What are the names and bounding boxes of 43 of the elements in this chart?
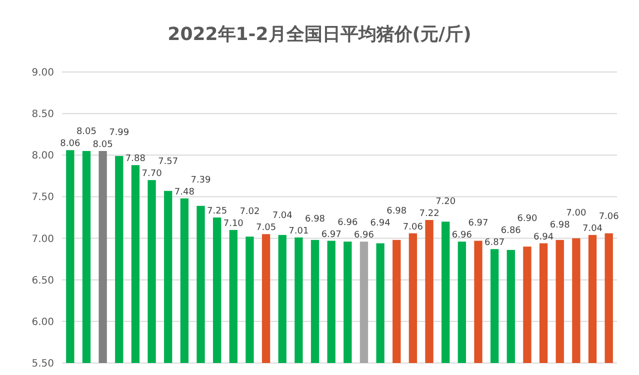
data-label: 6.98: [386, 206, 407, 217]
data-label: 7.22: [419, 208, 440, 219]
data-label: 6.98: [304, 214, 326, 224]
data-label: 6.96: [452, 230, 472, 241]
data-label: 7.10: [223, 218, 244, 229]
y-tick-label: 8.00: [32, 150, 54, 162]
data-label: 8.05: [92, 140, 113, 150]
data-label: 6.94: [534, 232, 554, 242]
data-label: 7.20: [436, 196, 456, 207]
y-tick-label: 9.00: [32, 68, 54, 78]
data-label: 7.00: [566, 208, 586, 218]
data-label: 6.96: [354, 230, 374, 241]
data-label: 7.70: [142, 169, 162, 180]
data-label: 6.94: [370, 218, 391, 229]
data-label: 7.01: [288, 226, 309, 236]
data-label: 7.25: [207, 206, 228, 216]
data-label: 7.48: [174, 187, 195, 198]
data-label: 7.06: [402, 222, 424, 232]
data-label: 7.88: [125, 154, 146, 164]
y-tick-label: 6.00: [32, 316, 54, 328]
data-label: 8.05: [76, 127, 97, 138]
data-label: 7.39: [190, 175, 212, 186]
y-tick-label: 8.50: [32, 109, 54, 120]
data-label: 6.97: [468, 218, 488, 229]
data-label: 7.04: [582, 224, 603, 234]
data-label: 7.05: [256, 223, 276, 234]
data-label: 6.90: [517, 214, 538, 224]
data-label: 6.97: [321, 230, 342, 240]
data-label: 7.04: [272, 211, 293, 222]
y-tick-label: 5.50: [32, 358, 54, 370]
data-label: 6.96: [338, 218, 358, 228]
data-label: 7.99: [109, 128, 130, 138]
data-label: 7.57: [158, 157, 178, 168]
chart-title: 2022年1-2月全国日平均猪价(元/斤): [168, 24, 472, 45]
data-label: 6.86: [500, 226, 522, 236]
y-tick-label: 6.50: [32, 275, 54, 286]
y-tick-label: 7.50: [32, 192, 54, 204]
data-label: 6.98: [550, 220, 570, 230]
y-tick-label: 7.00: [32, 234, 54, 245]
data-label: 7.06: [598, 212, 620, 222]
data-label: 7.02: [240, 206, 260, 217]
data-label: 8.06: [60, 139, 80, 150]
data-label: 6.87: [484, 238, 505, 248]
